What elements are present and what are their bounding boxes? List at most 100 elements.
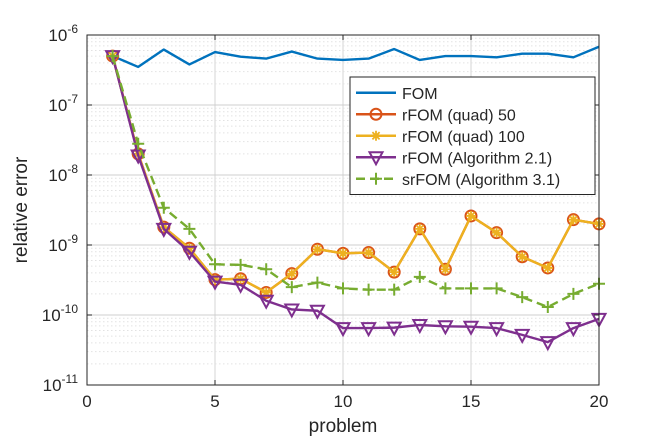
data-point <box>181 245 198 261</box>
data-point <box>568 214 579 225</box>
data-point <box>539 336 556 352</box>
data-point <box>541 301 554 314</box>
x-tick-label: 10 <box>334 392 353 411</box>
legend-label: FOM <box>402 86 438 103</box>
data-point <box>515 250 529 264</box>
data-point <box>206 275 224 291</box>
data-point <box>360 322 377 338</box>
y-axis-label: relative error <box>11 156 32 263</box>
data-point <box>516 291 529 304</box>
data-point <box>488 322 505 338</box>
data-point <box>286 268 297 279</box>
data-point <box>312 244 323 255</box>
data-point <box>517 251 528 262</box>
legend-item: rFOM (quad) 100 <box>356 129 525 146</box>
data-point <box>285 267 299 281</box>
data-point <box>334 322 352 338</box>
data-point <box>440 264 451 275</box>
series-line <box>112 45 600 69</box>
data-point <box>437 320 454 336</box>
data-point <box>234 258 247 271</box>
data-point <box>491 227 502 238</box>
series-line <box>111 55 600 309</box>
x-tick-label: 5 <box>210 392 219 411</box>
y-tick-label: 10-10 <box>42 302 79 325</box>
data-point <box>514 328 531 344</box>
data-point <box>130 149 147 165</box>
data-point <box>311 276 324 289</box>
data-point <box>465 282 477 295</box>
data-point <box>388 283 401 296</box>
data-point <box>542 262 553 273</box>
legend-marker <box>371 130 381 141</box>
data-point <box>235 273 246 284</box>
data-point <box>232 278 249 294</box>
legend-item: FOM <box>356 86 438 103</box>
data-point <box>259 285 273 299</box>
data-point <box>439 282 452 295</box>
data-point <box>490 282 503 295</box>
data-point <box>106 50 119 63</box>
legend-marker <box>370 172 382 185</box>
y-tick-label: 10-8 <box>48 162 78 185</box>
data-point <box>413 270 426 283</box>
legend-label: rFOM (Algorithm 2.1) <box>402 150 552 167</box>
legend: FOM rFOM (quad) 50 rFOM (quad) 100 rFOM (Al… <box>349 76 596 195</box>
legend-item: srFOM (Algorithm 3.1) <box>356 172 560 189</box>
series-fom <box>112 45 600 69</box>
data-point <box>464 209 478 223</box>
x-tick-label: 15 <box>462 392 481 411</box>
data-point <box>132 137 145 150</box>
data-point <box>338 248 348 259</box>
data-point <box>210 274 220 285</box>
data-point <box>184 243 195 254</box>
data-point <box>411 318 428 335</box>
data-point <box>490 226 504 240</box>
data-point <box>157 201 170 214</box>
series-line <box>111 55 600 294</box>
data-point <box>387 265 401 279</box>
series-rfom-algorithm-2-1 <box>104 50 608 352</box>
data-point <box>337 282 349 295</box>
y-tick-label: 10-7 <box>48 92 78 115</box>
series-srfom-algorithm-3-1 <box>106 50 605 314</box>
x-tick-label: 20 <box>590 392 609 411</box>
data-point <box>567 287 580 300</box>
x-axis-label: problem <box>309 416 378 437</box>
legend-item: rFOM (quad) 50 <box>356 107 516 124</box>
grid-lines <box>87 35 599 385</box>
data-point <box>285 281 298 294</box>
legend-label: rFOM (quad) 100 <box>402 129 525 146</box>
y-tick-label: 10-6 <box>48 22 78 45</box>
legend-label: srFOM (Algorithm 3.1) <box>402 172 560 189</box>
y-tick-label: 10-11 <box>43 372 79 395</box>
x-tick-label: 0 <box>82 392 91 411</box>
data-point <box>462 320 480 336</box>
legend-marker <box>369 107 383 121</box>
data-point <box>209 258 221 271</box>
data-point <box>155 222 172 238</box>
data-point <box>438 262 452 276</box>
data-point <box>258 294 275 310</box>
data-point <box>261 287 272 298</box>
data-point <box>183 222 196 235</box>
data-point <box>386 321 403 337</box>
data-point <box>283 303 300 319</box>
data-point <box>362 283 375 296</box>
y-tick-label: 10-9 <box>48 232 78 255</box>
data-point <box>541 261 555 275</box>
data-point <box>413 222 427 236</box>
data-point <box>309 304 326 320</box>
data-point <box>466 210 476 221</box>
axis-ticks: 0 5 10 15 20 10-11 10-10 10-9 10-8 10-7 10-6 <box>42 22 609 411</box>
data-point <box>363 247 374 258</box>
data-point <box>565 322 582 338</box>
data-point <box>389 267 400 278</box>
data-point <box>260 263 273 276</box>
legend-item: rFOM (Algorithm 2.1) <box>356 150 552 167</box>
data-point <box>414 223 425 234</box>
legend-marker <box>367 151 385 167</box>
legend-label: rFOM (quad) 50 <box>402 107 516 124</box>
series-layer <box>104 45 608 352</box>
